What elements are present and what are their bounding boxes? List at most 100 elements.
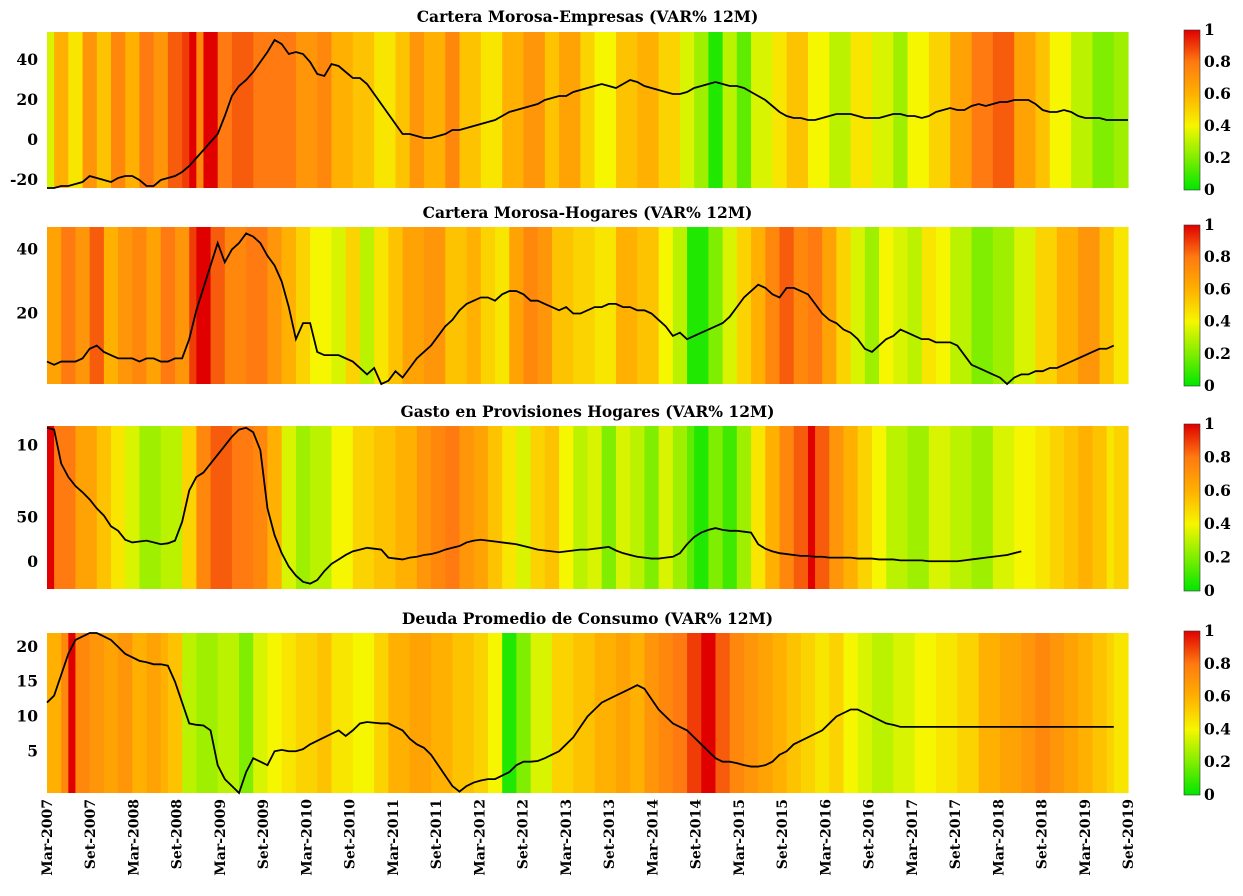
heat-band [82, 32, 98, 188]
heat-band [1014, 227, 1037, 384]
heat-band [594, 32, 617, 188]
colorbar-tick-label: 0.8 [1204, 654, 1231, 673]
colorbar-tick-label: 0.2 [1204, 344, 1231, 363]
colorbar-scale [1183, 630, 1201, 796]
panel-title: Cartera Morosa-Hogares (VAR% 12M) [423, 203, 753, 222]
heat-band [530, 426, 546, 589]
heat-background [47, 227, 1129, 384]
heat-band [1113, 32, 1129, 188]
heat-band [167, 32, 183, 188]
x-tick-label: Mar-2014 [645, 799, 661, 876]
x-tick-label: Mar-2015 [732, 799, 748, 876]
panels-group: Cartera Morosa-Empresas (VAR% 12M) -20 0 20… [10, 7, 1231, 804]
heat-band [672, 426, 688, 589]
x-tick-label: Set-2007 [83, 799, 99, 869]
heat-band [125, 426, 141, 589]
colorbar: 0 0.2 0.4 0.6 0.8 1 [1183, 20, 1231, 199]
heat-band [516, 633, 532, 793]
colorbar-tick-label: 0.6 [1204, 687, 1231, 706]
heat-band [687, 426, 695, 589]
heat-band [615, 227, 638, 384]
heat-band [509, 227, 525, 384]
x-tick-label: Set-2009 [256, 799, 272, 869]
y-tick-label: 20 [16, 90, 38, 109]
colorbar-tick-label: 1 [1204, 215, 1215, 234]
heat-band [1113, 426, 1129, 589]
heat-band [935, 227, 951, 384]
heat-band [47, 227, 62, 384]
colorbar: 0 0.2 0.4 0.6 0.8 1 [1183, 621, 1231, 804]
heat-band [75, 633, 91, 793]
heat-band [1092, 426, 1108, 589]
heat-band [644, 426, 660, 589]
heat-band [907, 227, 923, 384]
heat-band [224, 227, 247, 384]
colorbar-tick-label: 0.2 [1204, 548, 1231, 567]
y-tick-label: 20 [16, 304, 38, 323]
heat-band [907, 32, 930, 188]
heat-band [153, 32, 169, 188]
colorbar-tick-label: 0.2 [1204, 148, 1231, 167]
heat-band [210, 227, 226, 384]
heat-band [1035, 426, 1051, 589]
heat-band [480, 32, 503, 188]
heat-band [352, 426, 375, 589]
heat-band [687, 633, 702, 793]
heat-band [843, 426, 859, 589]
heat-band [409, 633, 432, 793]
colorbar-tick-label: 0.4 [1204, 719, 1231, 738]
x-tick-label: Set-2016 [862, 799, 878, 869]
heat-band [1078, 227, 1101, 384]
heat-band [751, 227, 766, 384]
heat-band [928, 426, 951, 589]
heat-band [345, 227, 361, 384]
heat-band [160, 227, 176, 384]
heat-band [388, 633, 411, 793]
heat-band [331, 633, 354, 793]
heat-band [786, 633, 802, 793]
heat-band [559, 32, 581, 188]
heat-band [893, 227, 909, 384]
heat-background [47, 426, 1129, 589]
series-line [46, 426, 1022, 585]
heat-band [971, 426, 994, 589]
heat-band [871, 32, 894, 188]
x-tick-label: Mar-2016 [818, 799, 834, 876]
x-axis: Mar-2007 Set-2007 Mar-2008 Set-2008 Mar-2009… [40, 799, 1137, 876]
heat-band [843, 633, 859, 793]
heat-band [523, 32, 546, 188]
heat-band [68, 32, 84, 188]
panel-2: Cartera Morosa-Hogares (VAR% 12M) 20 40 0 0.… [16, 203, 1231, 395]
colorbar-tick-label: 0 [1204, 581, 1215, 600]
x-tick-label: Mar-2018 [991, 799, 1007, 876]
x-tick-label: Mar-2009 [213, 799, 229, 876]
colorbar-tick-label: 0.8 [1204, 447, 1231, 466]
heat-band [871, 426, 887, 589]
heat-band [416, 426, 432, 589]
panel-title: Deuda Promedio de Consumo (VAR% 12M) [402, 609, 773, 628]
heat-band [857, 426, 873, 589]
heat-band [758, 633, 773, 793]
heat-band [423, 32, 446, 188]
heat-band [502, 426, 517, 589]
heat-band [786, 32, 809, 188]
colorbar-tick-label: 0.6 [1204, 481, 1231, 500]
heat-band [893, 32, 909, 188]
heat-band [160, 633, 169, 793]
series-line [46, 632, 1114, 795]
heat-band [466, 227, 482, 384]
colorbar-tick-label: 1 [1204, 621, 1215, 640]
y-tick-label: 50 [16, 507, 38, 526]
colorbar-scale [1183, 423, 1201, 592]
heat-band [281, 633, 297, 793]
y-tick-label: -20 [10, 170, 38, 189]
heat-band [886, 426, 909, 589]
colorbar-tick-label: 0 [1204, 180, 1215, 199]
heat-band [253, 32, 276, 188]
heat-band [1021, 633, 1037, 793]
y-tick-label: 40 [16, 50, 38, 69]
heat-band [1035, 633, 1051, 793]
heat-band [630, 426, 645, 589]
x-tick-label: Set-2012 [516, 799, 532, 869]
heat-band [196, 633, 219, 793]
